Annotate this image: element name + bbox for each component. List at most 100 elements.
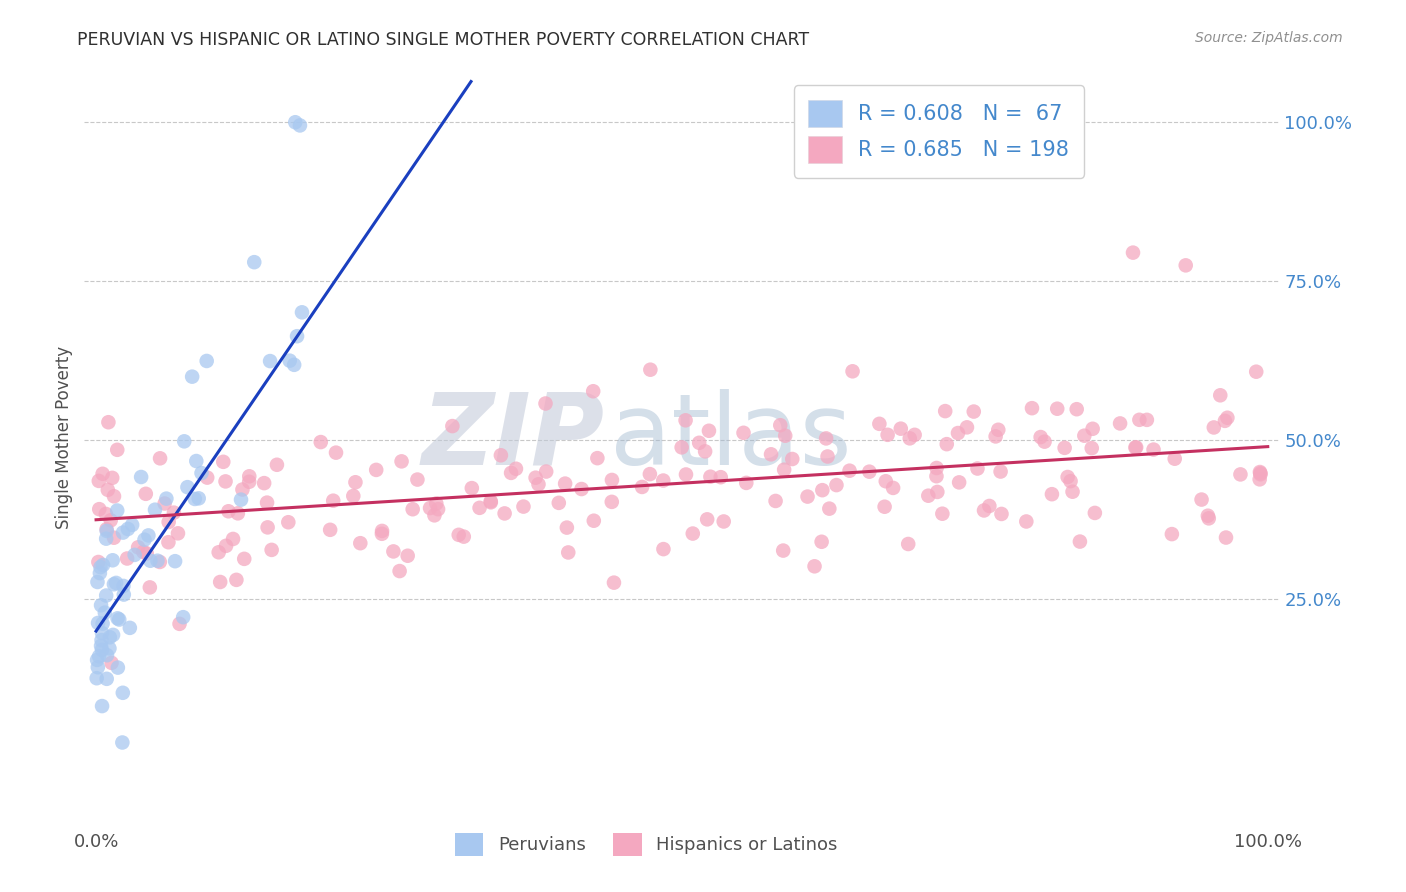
Point [925,461,948,475]
Point [600,473,623,487]
Point [1046,401,1069,416]
Point [427,502,450,516]
Point [1249,472,1271,486]
Point [875,475,897,489]
Point [815,431,838,445]
Point [652,474,675,488]
Point [917,489,939,503]
Point [87,474,110,488]
Point [225,573,247,587]
Point [904,427,927,442]
Point [278,353,301,368]
Point [87,555,110,569]
Point [231,483,253,497]
Point [256,520,278,534]
Point [215,539,238,553]
Point [963,404,986,418]
Point [256,495,278,509]
Point [882,481,904,495]
Point [98,630,121,644]
Point [87,649,110,664]
Point [505,462,527,476]
Point [157,535,180,549]
Point [735,475,758,490]
Point [208,545,231,559]
Point [96,589,118,603]
Point [841,364,863,378]
Point [582,514,605,528]
Point [91,699,114,714]
Point [780,452,803,467]
Point [1229,467,1251,482]
Point [1249,465,1271,479]
Point [391,454,413,468]
Point [101,628,124,642]
Point [1174,258,1197,272]
Point [181,369,204,384]
Point [1125,441,1147,455]
Point [468,500,491,515]
Text: Source: ZipAtlas.com: Source: ZipAtlas.com [1195,31,1343,45]
Point [695,444,717,458]
Point [90,639,112,653]
Point [425,496,447,510]
Text: ZIP: ZIP [422,389,605,485]
Point [652,542,675,557]
Point [138,528,160,542]
Text: atlas: atlas [610,389,852,485]
Point [94,606,117,620]
Point [586,451,609,466]
Point [222,532,245,546]
Point [973,503,995,517]
Point [91,558,114,572]
Point [184,491,207,506]
Point [966,461,988,475]
Point [96,524,118,538]
Point [898,431,921,445]
Point [423,508,446,523]
Point [1128,413,1150,427]
Point [733,425,755,440]
Point [927,484,949,499]
Point [600,495,623,509]
Point [90,633,112,648]
Point [1053,441,1076,455]
Point [396,549,419,563]
Point [139,554,162,568]
Point [925,469,948,483]
Point [186,454,208,468]
Point [284,115,307,129]
Point [105,575,128,590]
Point [96,672,118,686]
Point [1033,434,1056,449]
Point [688,435,710,450]
Point [987,423,1010,437]
Point [127,541,149,555]
Point [406,473,429,487]
Point [1197,508,1219,523]
Point [97,415,120,429]
Point [135,546,157,560]
Point [285,329,308,343]
Point [682,526,704,541]
Point [118,621,141,635]
Point [697,424,720,438]
Point [89,560,111,574]
Point [342,489,364,503]
Y-axis label: Single Mother Poverty: Single Mother Poverty [55,345,73,529]
Point [1073,428,1095,442]
Point [103,577,125,591]
Point [811,483,834,498]
Point [132,545,155,559]
Point [868,417,890,431]
Point [111,735,134,749]
Point [169,616,191,631]
Point [699,469,721,483]
Point [260,542,283,557]
Point [149,555,172,569]
Point [873,500,896,514]
Point [675,413,697,427]
Point [165,554,187,568]
Point [838,464,860,478]
Point [187,491,209,506]
